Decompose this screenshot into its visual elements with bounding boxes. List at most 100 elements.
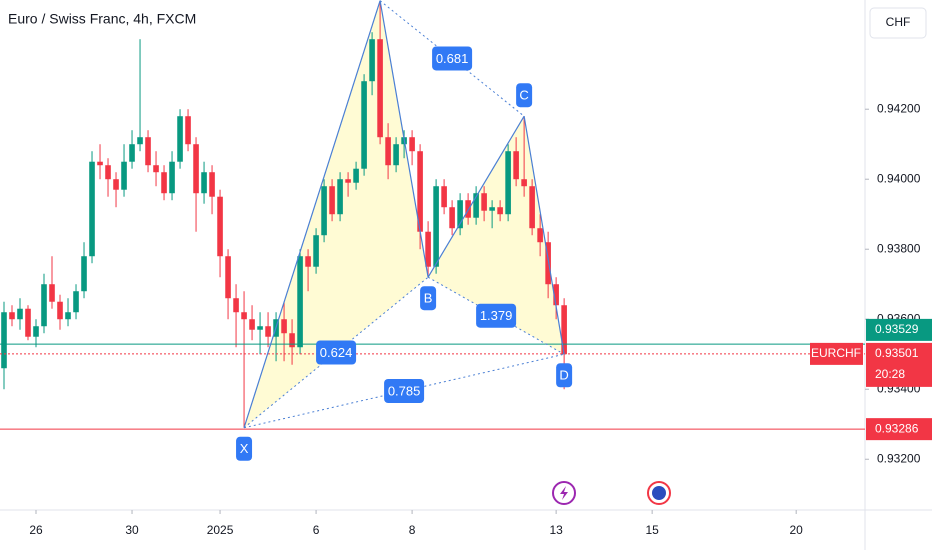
candle-body — [305, 256, 311, 267]
candle-body — [449, 207, 455, 229]
pattern-leg — [427, 115, 525, 278]
point-label: X — [240, 441, 249, 456]
symbol-label: EURCHF — [811, 346, 861, 360]
candle-body — [193, 144, 199, 194]
candle-body — [537, 228, 543, 243]
candle-body — [497, 207, 503, 215]
candle-body — [233, 298, 239, 313]
candle-body — [353, 168, 359, 183]
candle-body — [49, 284, 55, 302]
candle-body — [313, 235, 319, 267]
candle-body — [329, 186, 335, 215]
candle-body — [457, 200, 463, 229]
candle-body — [241, 312, 247, 320]
candle-body — [281, 319, 287, 334]
ratio-box — [432, 46, 473, 71]
y-tick-label: 0.94000 — [877, 171, 921, 185]
x-tick-label: 13 — [549, 523, 563, 537]
candle-body — [169, 161, 175, 194]
price-tag — [866, 318, 932, 341]
candle-body — [97, 161, 103, 166]
candle-body — [433, 186, 439, 267]
ratio-label: 0.624 — [320, 345, 353, 360]
x-tick-label: 8 — [409, 523, 416, 537]
ratio-line — [427, 276, 565, 355]
pattern-fill — [428, 116, 565, 355]
candle-body — [489, 207, 495, 211]
x-tick-label: 6 — [313, 523, 320, 537]
candle-body — [17, 308, 23, 320]
candle-body — [113, 179, 119, 190]
point-box — [556, 363, 573, 388]
candle-body — [505, 151, 511, 215]
candle-body — [425, 231, 431, 267]
candle-body — [185, 116, 191, 145]
candle-body — [297, 256, 303, 348]
candle-body — [217, 196, 223, 257]
ratio-label: 0.785 — [388, 383, 421, 398]
candle-body — [337, 179, 343, 215]
candle-body — [81, 256, 87, 292]
candle-body — [345, 179, 351, 183]
ratio-box — [476, 303, 517, 328]
candle-body — [225, 256, 231, 299]
price-tag-label: 0.93286 — [875, 421, 919, 435]
candle-body — [33, 326, 39, 337]
currency: CHF — [886, 15, 911, 29]
candle-body — [137, 137, 143, 145]
candle-body — [145, 137, 151, 166]
point-label: D — [559, 368, 568, 383]
price-tag-label: 0.93501 — [875, 346, 919, 360]
candle-body — [553, 284, 559, 306]
candle-body — [321, 186, 327, 236]
lightning-icon — [560, 486, 568, 500]
pattern-leg — [243, 0, 381, 428]
chart-title: Euro / Swiss Franc, 4h, FXCM — [8, 11, 196, 27]
candle-body — [25, 308, 31, 337]
ratio-box — [384, 378, 425, 403]
candle-body — [257, 326, 263, 330]
x-tick-label: 2025 — [207, 523, 234, 537]
x-tick-label: 15 — [645, 523, 659, 537]
ratio-box — [316, 340, 357, 365]
candle-body — [153, 165, 159, 173]
y-tick-label: 0.93800 — [877, 241, 921, 255]
candle-body — [209, 172, 215, 197]
currency-box[interactable] — [869, 7, 927, 39]
candle-body — [513, 151, 519, 180]
candle-body — [473, 193, 479, 218]
candle-body — [481, 193, 487, 211]
candle-body — [385, 137, 391, 166]
ratio-line — [379, 0, 525, 117]
ratio-label: 0.681 — [436, 51, 469, 66]
price-tag — [866, 342, 932, 387]
point-label: C — [519, 88, 528, 103]
pattern-leg — [523, 116, 565, 355]
candle-body — [121, 161, 127, 190]
candle-body — [9, 312, 15, 320]
candle-body — [65, 312, 71, 320]
candle-body — [361, 81, 367, 169]
candle-body — [265, 326, 271, 337]
candle-body — [409, 137, 415, 152]
candle-body — [57, 301, 63, 320]
candle-body — [129, 144, 135, 162]
y-tick-label: 0.94200 — [877, 101, 921, 115]
candle-body — [161, 172, 167, 194]
candle-body — [177, 116, 183, 162]
candle-body — [521, 179, 527, 187]
point-box — [236, 436, 253, 461]
x-tick-label: 30 — [125, 523, 139, 537]
plot-area — [1, 0, 567, 428]
candle-body — [41, 284, 47, 327]
candle-body — [1, 312, 7, 369]
candle-body — [545, 242, 551, 285]
flag-icon — [652, 486, 666, 500]
price-tag-label: 0.93529 — [875, 322, 919, 336]
candle-body — [105, 165, 111, 180]
candle-body — [289, 333, 295, 348]
